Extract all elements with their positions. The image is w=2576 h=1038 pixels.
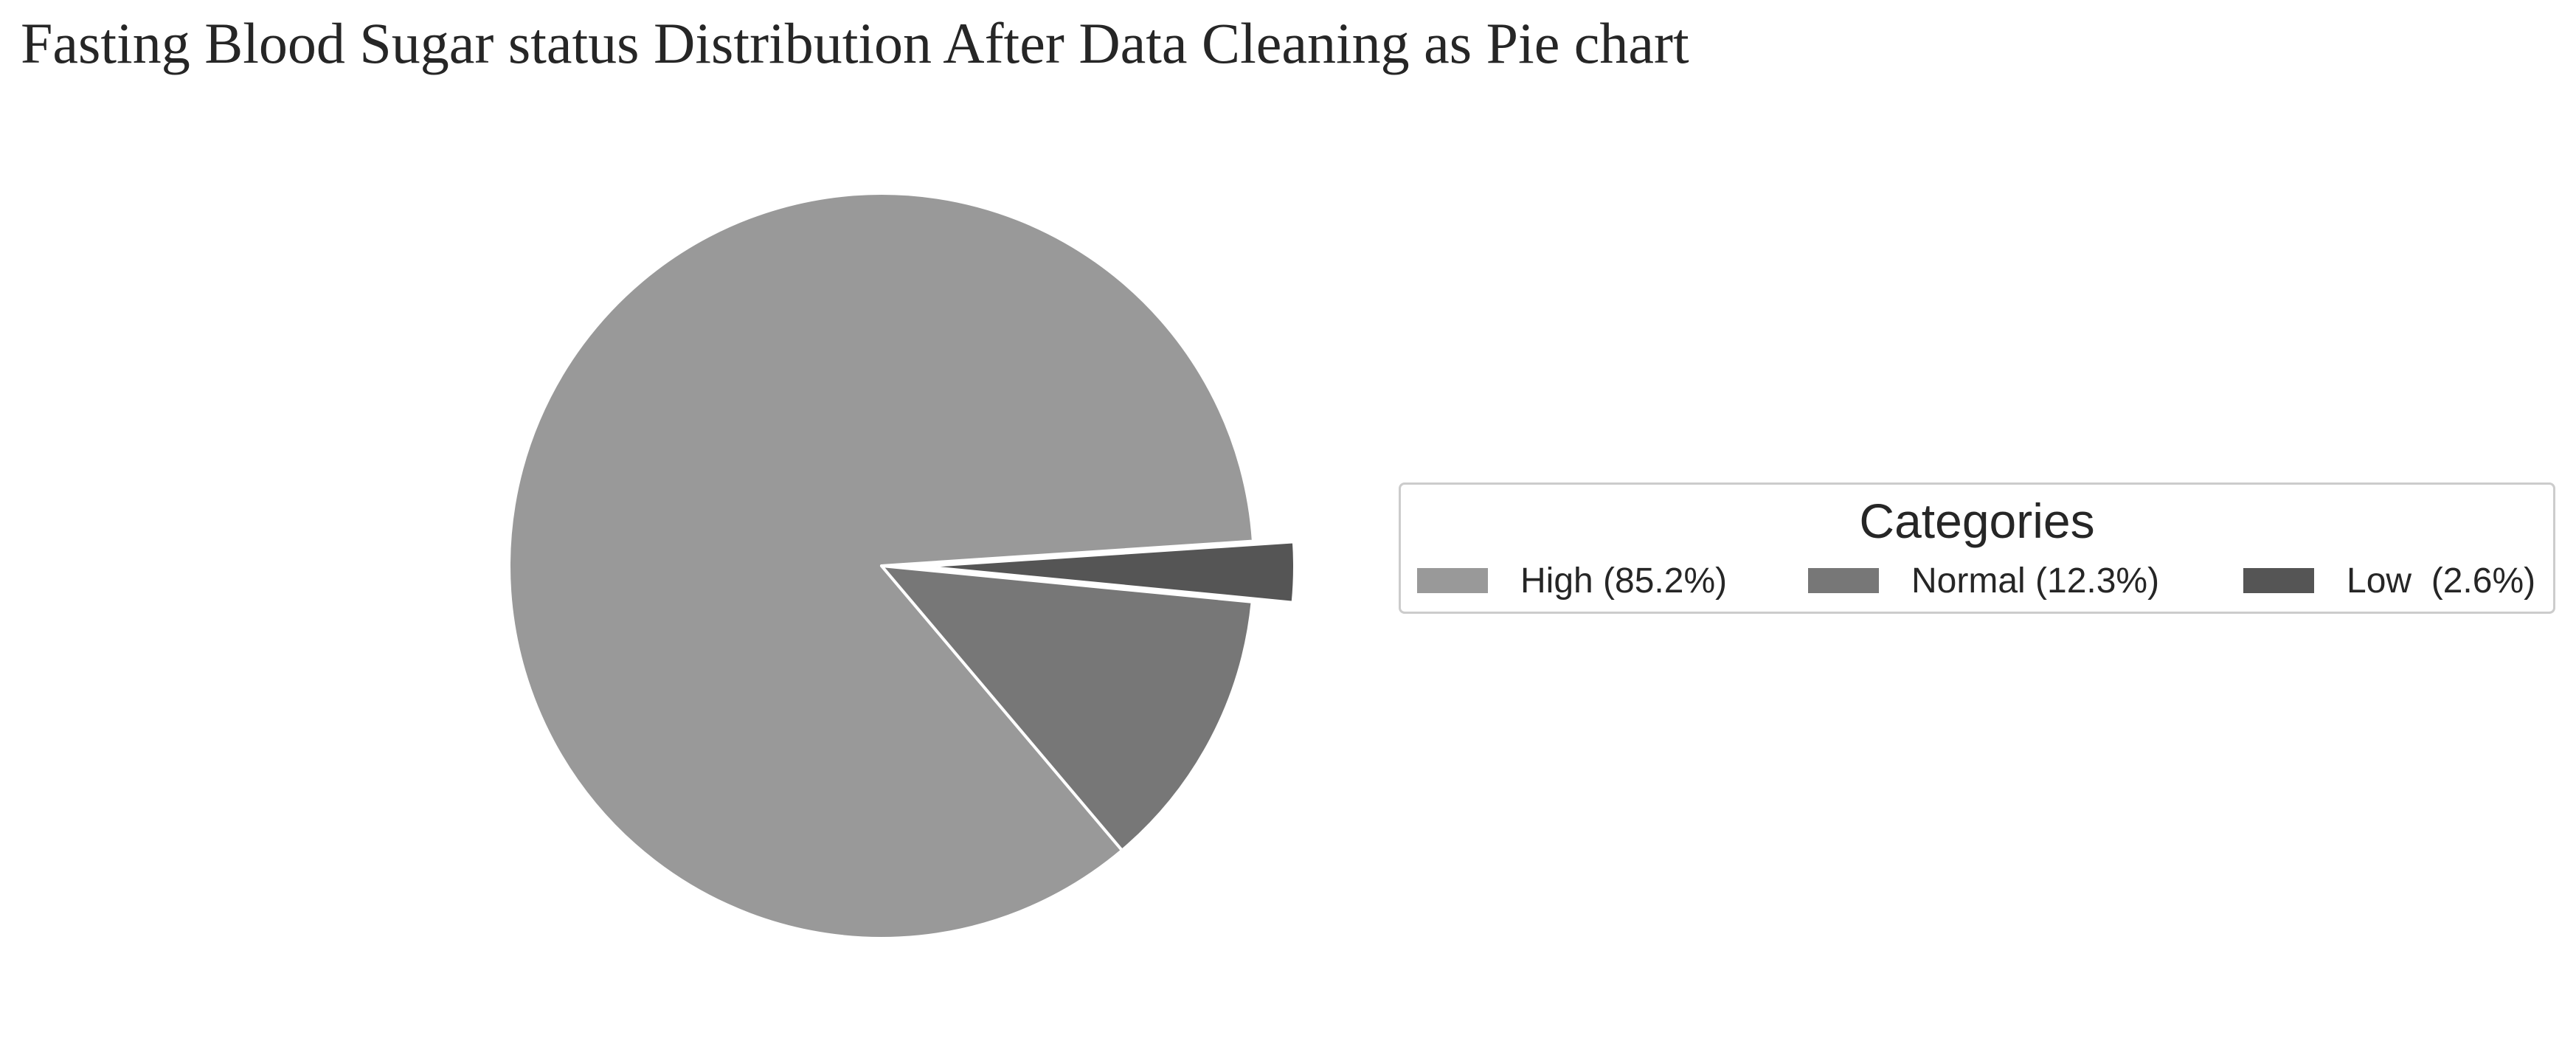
legend-swatch-high	[1417, 568, 1488, 593]
pie-slice-low	[920, 540, 1296, 604]
legend-label-low: Low (2.6%)	[2347, 561, 2536, 601]
legend-swatch-normal	[1808, 568, 1879, 593]
legend-title: Categories	[1859, 494, 2095, 548]
legend-item-low: Low (2.6%)	[2243, 560, 2535, 601]
legend-label-normal: Normal (12.3%)	[1911, 561, 2160, 601]
pie-slice-normal	[880, 564, 1254, 852]
legend-item-high: High (85.2%)	[1417, 560, 1727, 601]
legend: Categories High (85.2%) Normal (12.3%) L…	[1399, 482, 2555, 614]
legend-item-normal: Normal (12.3%)	[1808, 560, 2159, 601]
chart-title: Fasting Blood Sugar status Distribution …	[21, 11, 1689, 75]
legend-label-high: High (85.2%)	[1520, 561, 1728, 601]
legend-swatch-low	[2243, 568, 2314, 593]
